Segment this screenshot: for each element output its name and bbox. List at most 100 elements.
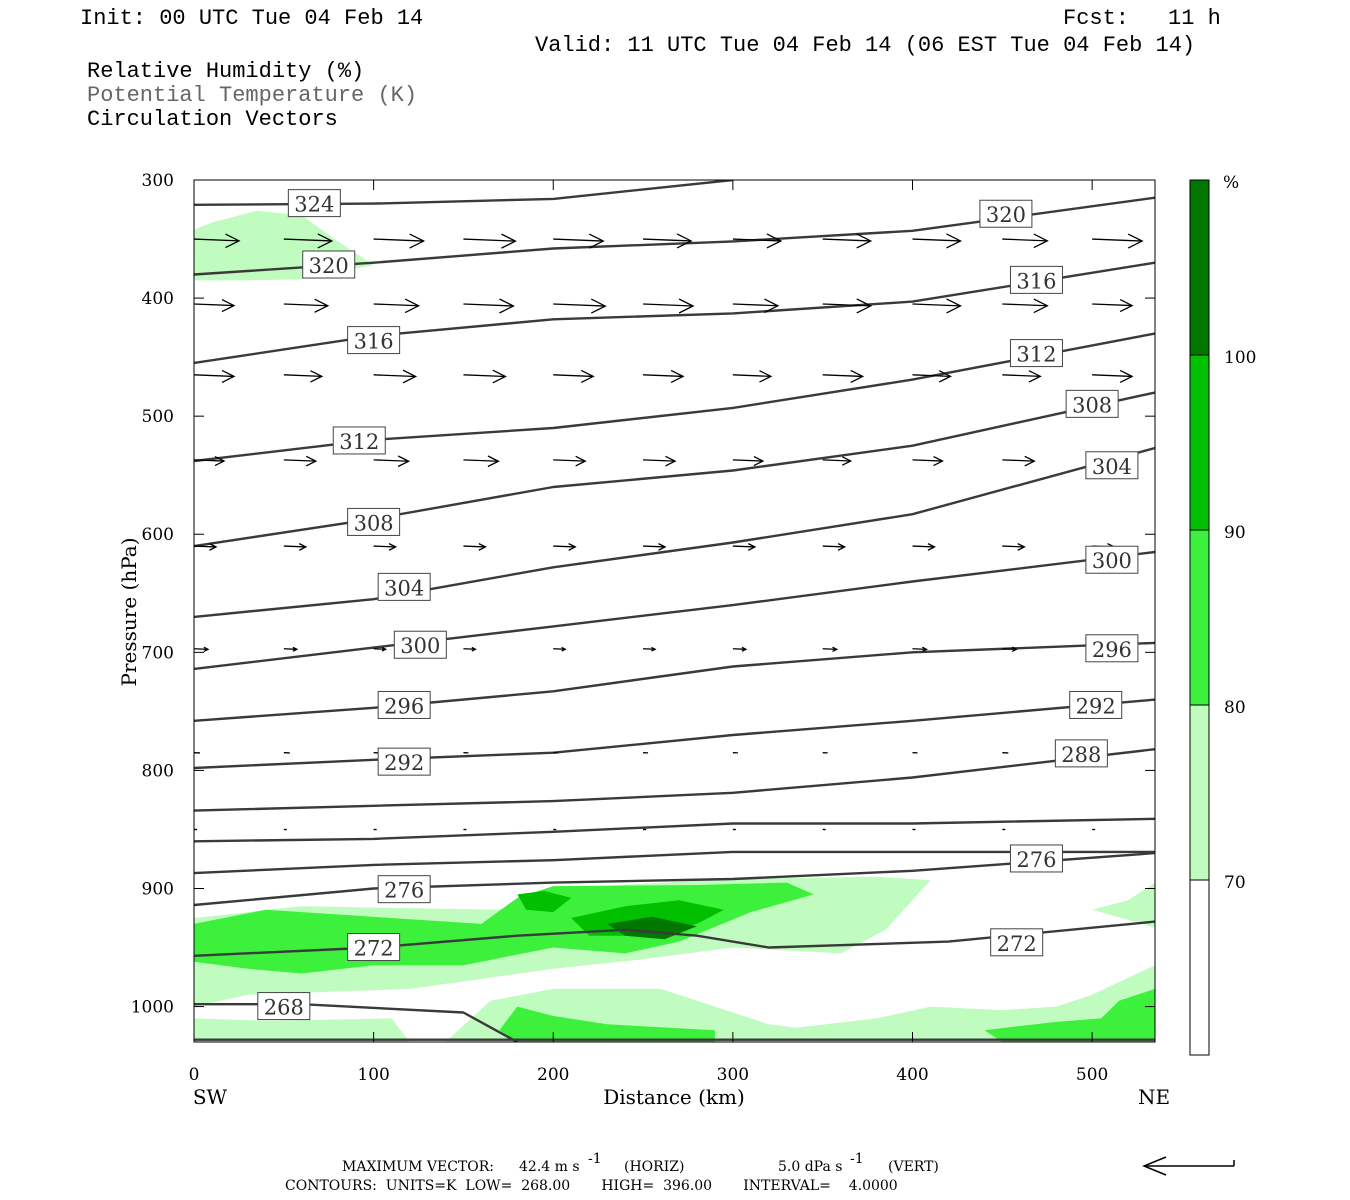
circulation-vector (463, 646, 477, 652)
contour-label-box (302, 250, 356, 279)
vector-head (1119, 369, 1134, 384)
vector-head (1127, 233, 1144, 249)
circulation-vector (194, 299, 236, 313)
circulation-vector (822, 543, 847, 551)
vector-head (381, 646, 388, 652)
contour-label-text: 296 (384, 694, 424, 718)
theta-contour-304 (194, 446, 1155, 619)
vector-shaft (283, 545, 306, 548)
circulation-vector (643, 646, 657, 652)
vector-head (938, 370, 952, 383)
max-vector-vert: 5.0 dPa s (778, 1159, 842, 1175)
contour-label-text: 300 (1092, 549, 1132, 573)
circulation-vector (1002, 455, 1036, 467)
vector-shaft (822, 303, 871, 307)
circulation-vectors (194, 233, 1144, 831)
contour-label: 296 (377, 690, 431, 719)
circulation-vector (912, 233, 962, 249)
vector-shaft (643, 374, 684, 378)
circulation-vector (912, 455, 944, 467)
rh-region-90-6 (517, 890, 572, 913)
circulation-vector (553, 233, 605, 249)
contour-label-text: 316 (354, 330, 394, 354)
circulation-vector (1092, 233, 1144, 249)
circulation-vector (912, 370, 952, 383)
contour-label-text: 272 (997, 932, 1037, 956)
contour-label: 300 (1085, 545, 1139, 574)
reference-vector-arrow (1142, 1156, 1235, 1176)
theta-contour-284 (194, 817, 1155, 843)
rh-region-70-1 (194, 876, 1155, 1042)
y-tick-label: 400 (142, 289, 174, 309)
vector-shaft (553, 545, 576, 548)
vector-shaft (463, 459, 499, 462)
circulation-vector (732, 298, 780, 314)
circulation-vector (912, 646, 928, 653)
contour-label-box (1085, 545, 1139, 574)
contour-label-box (1069, 690, 1123, 719)
contour-label: 296 (1085, 634, 1139, 663)
colorbar-level-label: 80 (1224, 698, 1246, 718)
vector-shaft (822, 374, 863, 378)
vector-shaft (194, 238, 240, 242)
contour-label: 276 (377, 875, 431, 904)
contour-label-box (377, 690, 431, 719)
vector-head (856, 298, 873, 314)
vector-shaft (912, 374, 951, 378)
circulation-vector (1002, 543, 1026, 551)
contour-label: 304 (377, 572, 431, 601)
vector-head (927, 543, 936, 551)
contour-label-text: 292 (384, 751, 424, 775)
contour-label: 292 (377, 747, 431, 776)
vector-shaft (1092, 303, 1133, 307)
circulation-vector (822, 298, 873, 314)
vector-head (292, 646, 299, 652)
vector-shaft (643, 238, 692, 242)
circulation-vector (194, 455, 226, 467)
x-end-label-right: NE (1138, 1085, 1170, 1109)
circulation-vector (194, 233, 241, 249)
y-tick-label: 600 (142, 525, 174, 545)
contour-label-text: 276 (384, 879, 424, 903)
circulation-vector (553, 646, 567, 652)
contour-label-box (377, 875, 431, 904)
contour-label-text: 316 (1016, 269, 1056, 293)
vector-head (588, 233, 605, 249)
y-tick-label: 300 (142, 171, 174, 191)
contour-label-text: 300 (400, 634, 440, 658)
vector-shaft (194, 303, 235, 307)
circulation-vector (1092, 299, 1134, 313)
vector-head (590, 298, 607, 314)
theta-contour-316 (194, 261, 1155, 365)
vector-head (842, 456, 853, 466)
vector-head (759, 370, 773, 383)
vector-shaft (283, 303, 328, 307)
theta-contour-296 (194, 641, 1155, 722)
contour-label-box (1009, 339, 1063, 368)
vector-head (580, 369, 595, 384)
vector-shaft (732, 648, 746, 650)
circulation-vector (194, 543, 218, 551)
contour-label-box (1085, 634, 1139, 663)
circulation-vector (1002, 298, 1049, 314)
circulation-vector (643, 233, 693, 249)
contour-label: 312 (332, 426, 386, 455)
contour-label: 316 (347, 326, 401, 355)
contour-label-box (347, 507, 401, 536)
vector-shaft (1002, 238, 1048, 242)
colorbar-band (1190, 705, 1209, 880)
theta-contour-288 (194, 748, 1155, 812)
vector-shaft (1092, 238, 1143, 242)
vector-head (933, 455, 944, 467)
vector-head (561, 646, 567, 652)
vector-head (221, 369, 236, 384)
colorbar-unit: % (1223, 173, 1239, 193)
vector-shaft (463, 238, 516, 242)
vector-shaft (912, 648, 927, 650)
vector-shaft (373, 545, 396, 548)
vector-head (314, 298, 330, 313)
circulation-vector (732, 455, 765, 467)
vector-head (1017, 543, 1026, 551)
vector-head (568, 543, 577, 551)
contour-label-text: 312 (1016, 343, 1056, 367)
